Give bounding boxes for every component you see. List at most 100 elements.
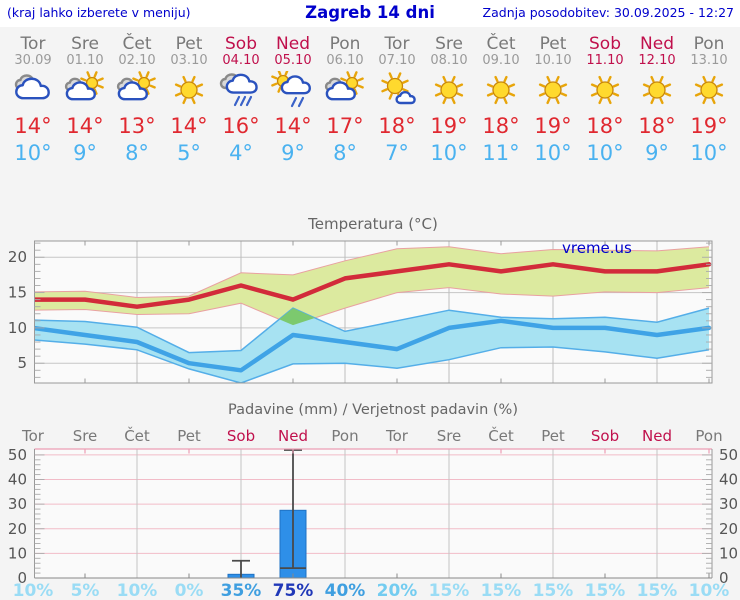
- min-temperature: 5°: [177, 141, 201, 165]
- max-temperature: 14°: [274, 114, 312, 138]
- chart-day-label: Sre: [437, 427, 462, 445]
- day-date: 07.10: [378, 53, 416, 68]
- day-column: Pon 13.10 19° 10°: [683, 27, 735, 168]
- min-temperature: 10°: [586, 141, 624, 165]
- weather-icon-cloudy: [7, 69, 59, 113]
- weather-icon-partly-cloudy: [59, 69, 111, 113]
- min-temperature: 8°: [333, 141, 357, 165]
- precip-probability-label: 10%: [689, 581, 730, 600]
- day-name: Sre: [71, 34, 99, 54]
- precip-y-tick-left: 0: [17, 569, 27, 587]
- day-date: 04.10: [222, 53, 260, 68]
- day-column: Pon 06.10 17° 8°: [319, 27, 371, 168]
- min-temperature: 10°: [534, 141, 572, 165]
- day-column: Sre 01.10 14° 9°: [59, 27, 111, 168]
- weather-icon-sunny: [423, 69, 475, 113]
- day-name: Pet: [539, 34, 567, 54]
- temp-min-line: [34, 318, 712, 373]
- precip-probability-label: 5%: [71, 581, 100, 600]
- last-updated: Zadnja posodobitev: 30.09.2025 - 12:27: [482, 5, 734, 20]
- precip-y-tick-right: 20: [719, 520, 738, 538]
- day-column: Sob 11.10 18° 10°: [579, 27, 631, 168]
- chart-day-label: Ned: [642, 427, 672, 445]
- day-column: Ned 12.10 18° 9°: [631, 27, 683, 168]
- max-temperature: 18°: [638, 114, 676, 138]
- day-date: 05.10: [274, 53, 312, 68]
- precip-probability-label: 75%: [273, 581, 314, 600]
- max-temperature: 16°: [222, 114, 260, 138]
- day-column: Sre 08.10 19° 10°: [423, 27, 475, 168]
- precip-y-tick-left: 40: [8, 471, 27, 489]
- page-header: (kraj lahko izberete v meniju) Zagreb 14…: [0, 0, 740, 27]
- precip-y-tick-right: 10: [719, 544, 738, 562]
- temp-chart-title: Temperatura (°C): [307, 215, 438, 233]
- precip-probability-label: 15%: [637, 581, 678, 600]
- day-name: Ned: [276, 34, 310, 54]
- day-name: Tor: [384, 34, 410, 54]
- min-temperature: 7°: [385, 141, 409, 165]
- chart-day-label: Pon: [695, 427, 722, 445]
- weather-icon-sunny: [631, 69, 683, 113]
- day-date: 03.10: [170, 53, 208, 68]
- day-column: Čet 02.10 13° 8°: [111, 27, 163, 168]
- max-temperature: 18°: [378, 114, 416, 138]
- min-temperature: 10°: [690, 141, 728, 165]
- chart-day-label: Čet: [488, 426, 514, 445]
- menu-hint: (kraj lahko izberete v meniju): [7, 5, 191, 20]
- day-name: Čet: [122, 34, 152, 54]
- day-date: 10.10: [534, 53, 572, 68]
- precip-y-tick-right: 30: [719, 495, 738, 513]
- max-temperature: 13°: [118, 114, 156, 138]
- precip-probability-label: 15%: [585, 581, 626, 600]
- precip-probability-label: 40%: [325, 581, 366, 600]
- precip-probability-label: 0%: [175, 581, 204, 600]
- weather-icon-sunny: [527, 69, 579, 113]
- min-temperature: 9°: [281, 141, 305, 165]
- day-column: Ned 05.10 14° 9°: [267, 27, 319, 168]
- day-column: Pet 10.10 19° 10°: [527, 27, 579, 168]
- max-temperature: 14°: [14, 114, 52, 138]
- min-temperature: 10°: [430, 141, 468, 165]
- forecast-strip: Tor 30.09 14° 10° Sre 01.10 14° 9° Čet 02.10 13° 8°…: [7, 27, 735, 168]
- precip-y-tick-left: 30: [8, 495, 27, 513]
- temperature-chart: 5 10 15 20 Temperatura (°C) vreme.us: [8, 215, 713, 384]
- vreme-us-watermark[interactable]: vreme.us: [562, 239, 632, 257]
- max-temperature: 19°: [534, 114, 572, 138]
- min-temperature: 8°: [125, 141, 149, 165]
- max-temperature: 18°: [586, 114, 624, 138]
- weather-icon-sunny: [475, 69, 527, 113]
- day-name: Tor: [20, 34, 46, 54]
- chart-day-label: Pet: [177, 427, 201, 445]
- chart-day-label: Ned: [278, 427, 308, 445]
- precip-probability-label: 20%: [377, 581, 418, 600]
- weather-icon-sun-cloud: [371, 69, 423, 113]
- temp-y-tick: 20: [8, 248, 27, 266]
- day-name: Sob: [225, 34, 257, 54]
- day-column: Pet 03.10 14° 5°: [163, 27, 215, 168]
- precip-probability-label: 10%: [13, 581, 54, 600]
- precip-probability-label: 15%: [481, 581, 522, 600]
- max-temperature: 14°: [170, 114, 208, 138]
- precip-probability-label: 15%: [533, 581, 574, 600]
- max-temperature: 19°: [430, 114, 468, 138]
- chart-day-label: Sob: [591, 427, 619, 445]
- day-column: Čet 09.10 18° 11°: [475, 27, 527, 168]
- day-name: Sre: [435, 34, 463, 54]
- max-temperature: 19°: [690, 114, 728, 138]
- temp-y-tick: 5: [17, 354, 27, 372]
- day-date: 08.10: [430, 53, 468, 68]
- precip-y-tick-left: 20: [8, 520, 27, 538]
- max-temperature: 17°: [326, 114, 364, 138]
- min-temperature: 10°: [14, 141, 52, 165]
- precip-probability-label: 35%: [221, 581, 262, 600]
- max-temperature: 18°: [482, 114, 520, 138]
- day-date: 30.09: [14, 53, 52, 68]
- temp-max-line: [34, 262, 712, 309]
- day-name: Čet: [486, 34, 516, 54]
- weather-icon-sunny: [579, 69, 631, 113]
- max-temperature: 14°: [66, 114, 104, 138]
- min-temperature: 11°: [482, 141, 520, 165]
- precip-y-tick-right: 50: [719, 446, 738, 464]
- weather-icon-rain: [215, 69, 267, 113]
